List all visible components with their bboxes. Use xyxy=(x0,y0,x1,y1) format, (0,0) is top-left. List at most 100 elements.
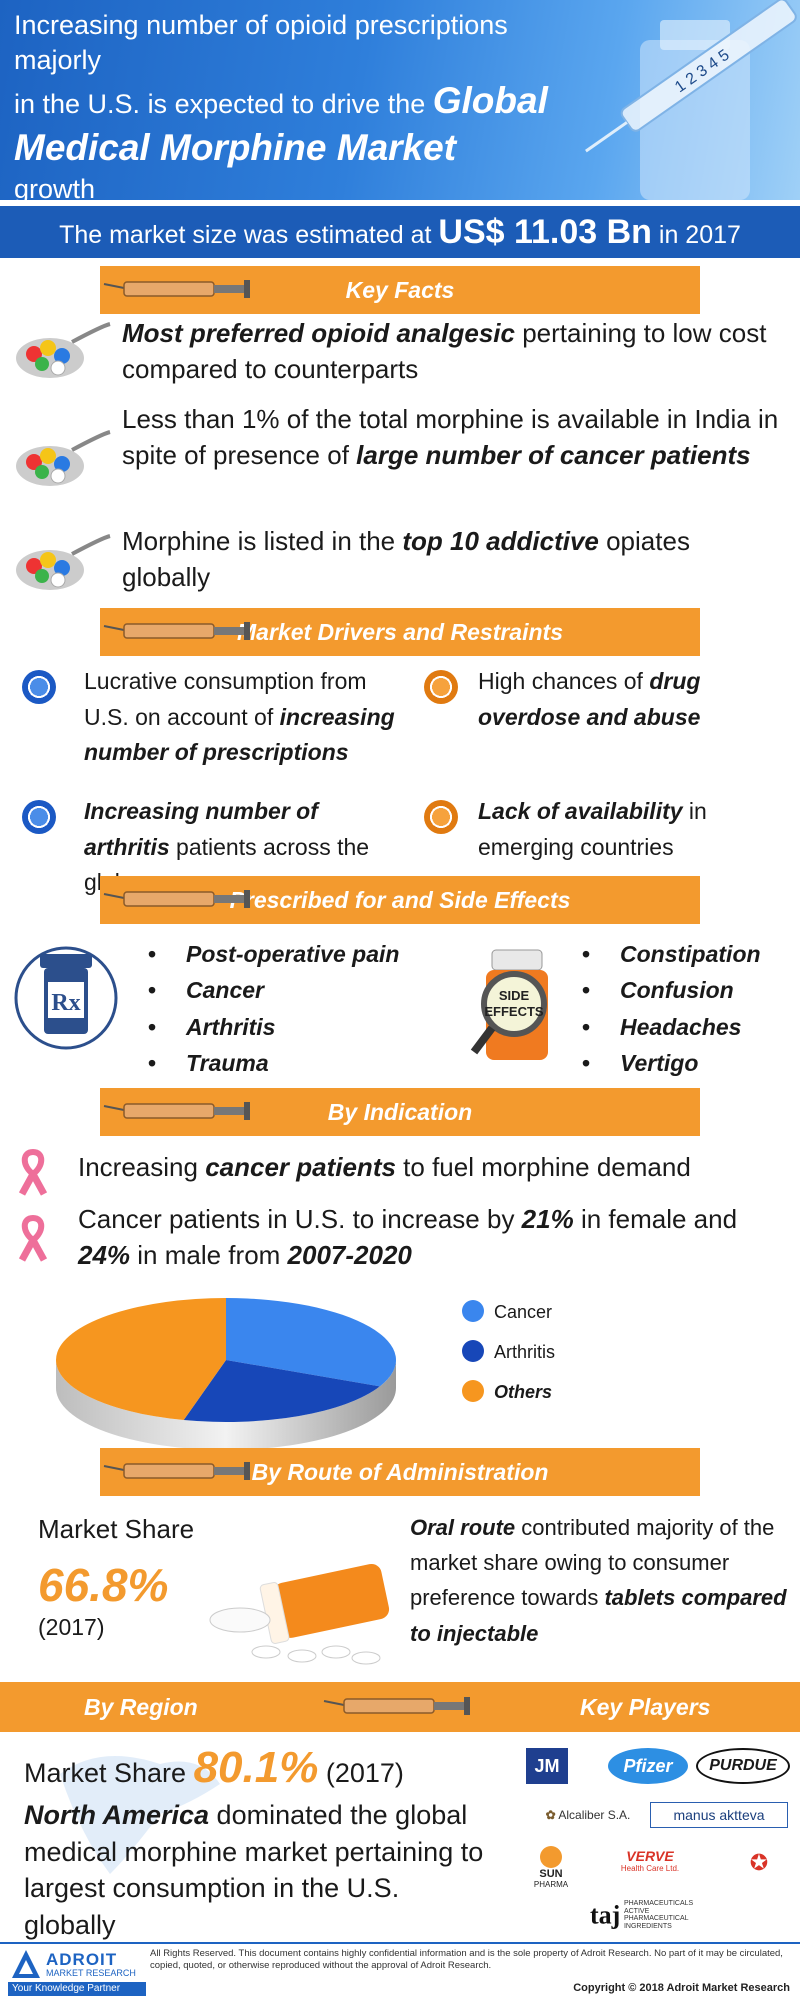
restraint-1-text: High chances of xyxy=(478,668,650,694)
prescribed-item: Cancer xyxy=(148,972,399,1008)
side-effect-item: Confusion xyxy=(582,972,761,1008)
syringe-icon xyxy=(103,1102,250,1120)
alcaliber-logo: ✿ Alcaliber S.A. xyxy=(530,1800,646,1830)
driver-1: Lucrative consumption from U.S. on accou… xyxy=(84,664,404,771)
route-description: Oral route contributed majority of the m… xyxy=(410,1510,790,1651)
restraint-1-bold: drug overdose and abuse xyxy=(478,668,701,730)
sun-pharma-logo: SUN PHARMA xyxy=(526,1846,576,1896)
pie-slice-cancer xyxy=(226,1298,396,1387)
driver-bullet-icon xyxy=(22,800,56,834)
indication-1: Increasing cancer patients to fuel morph… xyxy=(78,1150,788,1186)
key-fact-1-bold: Most preferred opioid analgesic xyxy=(122,318,515,348)
key-fact-2-bold: large number of cancer patients xyxy=(356,439,751,470)
restraint-1: High chances of drug overdose and abuse xyxy=(478,664,798,735)
route-title: By Route of Administration xyxy=(251,1459,549,1485)
indication-pie-chart xyxy=(56,1298,396,1450)
alcaliber-logo-text: Alcaliber S.A. xyxy=(558,1808,631,1822)
legend-swatch xyxy=(462,1300,484,1322)
pill-bottle-tablets-image xyxy=(209,1563,390,1665)
indication-male-pct: 24% xyxy=(78,1239,131,1270)
region-players-heading: By Region Key Players xyxy=(0,1682,800,1732)
players-title: Key Players xyxy=(580,1694,711,1720)
indication-2-mid2: in male from xyxy=(130,1239,288,1270)
region-text: dominated the global medical morphine ma… xyxy=(24,1800,484,1940)
key-facts-heading: Key Facts xyxy=(100,266,700,314)
prescribed-title: Prescribed for and Side Effects xyxy=(229,887,571,913)
legend-item-arthritis: Arthritis xyxy=(462,1340,556,1363)
indication-heading: By Indication xyxy=(100,1088,700,1136)
key-fact-1: Most preferred opioid analgesic pertaini… xyxy=(122,316,782,388)
legend-swatch xyxy=(462,1380,484,1402)
prescribed-item: Arthritis xyxy=(148,1009,399,1045)
legend-item-cancer: Cancer xyxy=(462,1300,553,1323)
headline-line2: in the U.S. is expected to drive the xyxy=(14,89,426,120)
jm-logo: JM xyxy=(526,1748,568,1784)
region-bold: North America xyxy=(24,1800,210,1831)
route-bold-1: Oral route xyxy=(410,1515,516,1540)
footer-disclaimer: All Rights Reserved. This document conta… xyxy=(150,1948,783,1972)
key-fact-1-text: pertaining to low cost compared to count… xyxy=(122,318,767,384)
legend-label: Cancer xyxy=(494,1302,553,1322)
market-size-amount: US$ 11.03 Bn xyxy=(438,213,652,251)
syringe-icon xyxy=(323,1697,470,1715)
syringe-icon xyxy=(103,890,250,908)
key-fact-3-text2: opiates globally xyxy=(122,526,690,592)
region-market-share-year: (2017) xyxy=(318,1758,404,1788)
route-market-share-value: 66.8% xyxy=(38,1559,169,1611)
rx-label: Rx xyxy=(51,990,80,1016)
syringe-icon xyxy=(103,1462,250,1480)
driver-bullet-icon xyxy=(22,670,56,704)
sun-logo-sub: PHARMA xyxy=(533,1880,569,1889)
indication-2: Cancer patients in U.S. to increase by 2… xyxy=(78,1202,788,1274)
restraint-bullet-icon xyxy=(424,670,458,704)
verve-logo-text: VERVE xyxy=(626,1848,674,1864)
syringe-icon xyxy=(103,280,250,298)
effects-label: EFFECTS xyxy=(484,1004,544,1019)
drivers-heading: Market Drivers and Restraints xyxy=(100,608,700,656)
legend-label: Others xyxy=(494,1382,553,1402)
side-effect-item: Constipation xyxy=(582,936,761,972)
legend-item-others: Others xyxy=(462,1380,553,1403)
sun-icon xyxy=(540,1846,562,1868)
verve-logo-sub: Health Care Ltd. xyxy=(620,1864,680,1873)
adroit-logo-tagline: Your Knowledge Partner xyxy=(8,1982,146,1996)
sun-logo-text: SUN xyxy=(539,1868,563,1880)
region-market-share-value: 80.1% xyxy=(193,1743,319,1792)
market-size-year: in 2017 xyxy=(658,221,741,249)
adroit-logo: ADROIT MARKET RESEARCH Your Knowledge Pa… xyxy=(8,1948,146,1996)
adroit-logo-icon xyxy=(12,1950,40,1978)
taj-pharma-logo: taj PHARMACEUTICALS ACTIVE PHARMACEUTICA… xyxy=(590,1900,740,1936)
prescribed-list: Post-operative pain Cancer Arthritis Tra… xyxy=(148,936,399,1081)
route-market-share-label: Market Share xyxy=(38,1514,195,1544)
indication-1-pre: Increasing xyxy=(78,1152,206,1182)
key-fact-2: Less than 1% of the total morphine is av… xyxy=(122,402,782,474)
world-map-image xyxy=(60,1756,220,1874)
pink-ribbon-icon xyxy=(18,1214,48,1262)
indication-1-post: to fuel morphine demand xyxy=(395,1152,691,1182)
route-text-1: contributed majority of the market share… xyxy=(410,1515,775,1611)
route-bold-2: tablets compared to injectable xyxy=(410,1585,787,1646)
syringe-icon xyxy=(103,622,250,640)
key-fact-3-bold: top 10 addictive xyxy=(402,526,599,556)
market-size-banner: The market size was estimated at US$ 11.… xyxy=(0,206,800,258)
region-title: By Region xyxy=(84,1694,198,1720)
prescribed-item: Post-operative pain xyxy=(148,936,399,972)
pfizer-logo: Pfizer xyxy=(608,1748,688,1784)
side-effect-item: Vertigo xyxy=(582,1045,761,1081)
key-fact-2-text: Less than 1% of the total morphine is av… xyxy=(122,404,779,470)
chinese-pharma-star-icon: ✪ xyxy=(749,1850,769,1875)
side-effects-list: Constipation Confusion Headaches Vertigo xyxy=(582,936,761,1081)
indication-2-mid: in female and xyxy=(573,1204,738,1234)
route-heading: By Route of Administration xyxy=(100,1448,700,1496)
verve-logo: VERVE Health Care Ltd. xyxy=(610,1848,690,1892)
indication-title: By Indication xyxy=(327,1099,473,1125)
market-size-prefix: The market size was estimated at xyxy=(59,221,432,249)
pills-spoon-icon xyxy=(16,534,111,590)
key-facts-title: Key Facts xyxy=(345,277,455,303)
headline-growth: growth xyxy=(14,173,96,200)
prescribed-item: Trauma xyxy=(148,1045,399,1081)
adroit-logo-name: ADROIT xyxy=(46,1950,118,1969)
adroit-logo-sub: MARKET RESEARCH xyxy=(46,1968,136,1978)
legend-label: Arthritis xyxy=(494,1342,556,1362)
footer-copyright: Copyright © 2018 Adroit Market Research xyxy=(573,1982,790,1994)
